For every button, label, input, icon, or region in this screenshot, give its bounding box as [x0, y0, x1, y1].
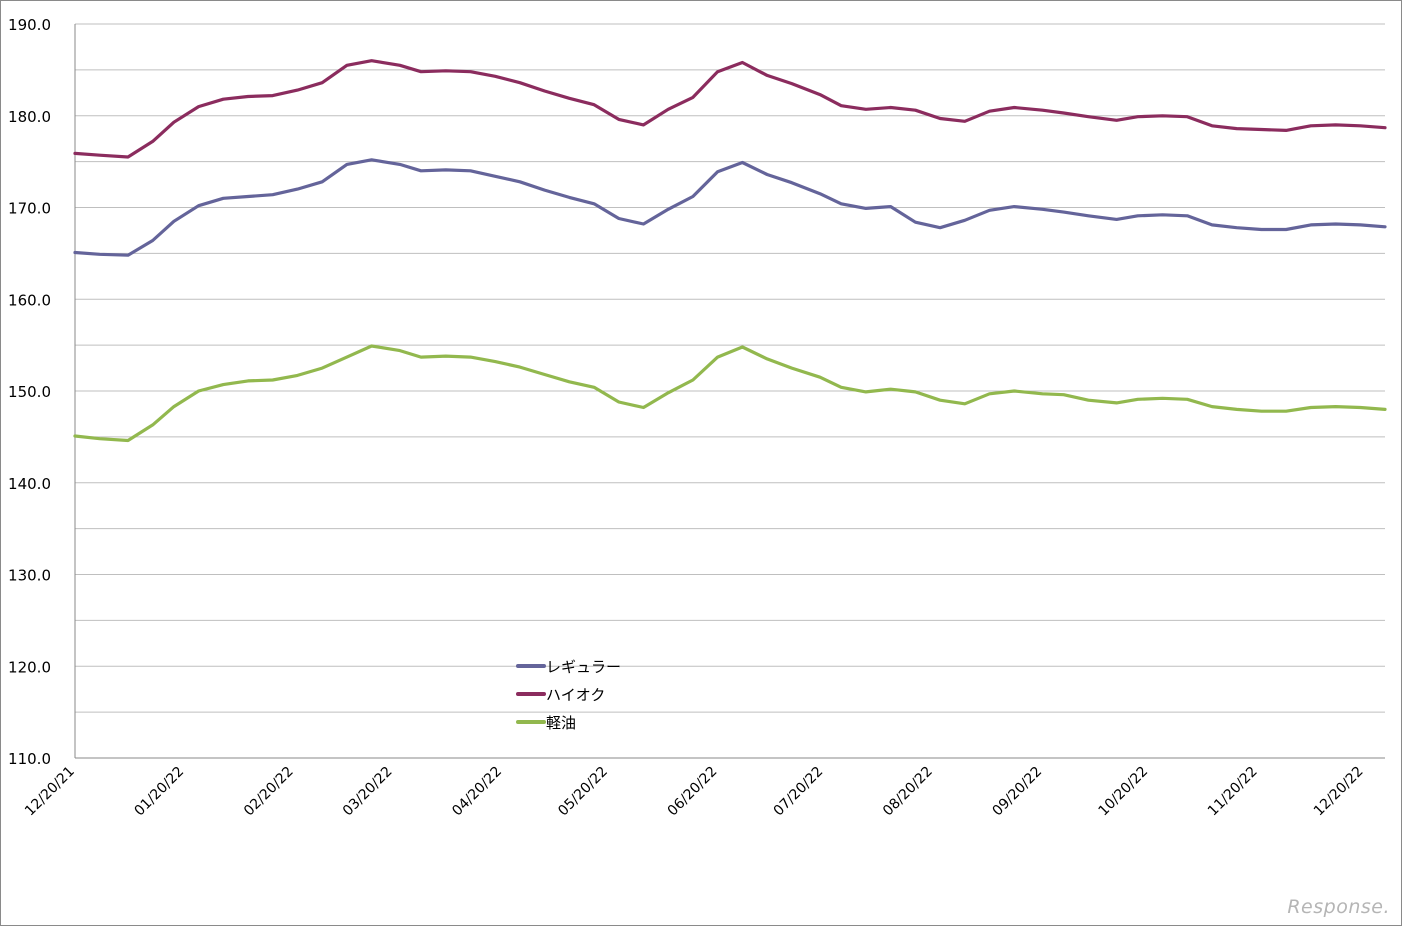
x-tick-labels: 12/20/21 01/20/22 02/20/22 03/20/22 04/20/22… — [22, 764, 1367, 820]
legend-label: レギュラー — [546, 658, 621, 676]
y-tick-label: 150.0 — [8, 383, 51, 401]
y-tick-labels: 110.0 120.0 130.0 140.0 150.0 160.0 170.0 180.0… — [8, 16, 51, 768]
legend-label: ハイオク — [546, 686, 605, 704]
x-tick-label: 11/20/22 — [1205, 764, 1261, 820]
y-tick-label: 180.0 — [8, 108, 51, 126]
y-tick-label: 190.0 — [8, 16, 51, 34]
y-tick-label: 120.0 — [8, 658, 51, 676]
legend-label: 軽油 — [546, 714, 576, 732]
y-tick-label: 130.0 — [8, 567, 51, 585]
x-tick-label: 09/20/22 — [990, 764, 1046, 820]
x-tick-label: 08/20/22 — [880, 764, 936, 820]
series-lines — [73, 59, 1387, 443]
x-tick-label: 01/20/22 — [132, 764, 188, 820]
y-tick-label: 160.0 — [8, 291, 51, 309]
x-tick-label: 12/20/22 — [1311, 764, 1367, 820]
y-tick-label: 110.0 — [8, 750, 51, 768]
x-tick-label: 03/20/22 — [340, 764, 396, 820]
grid-lines — [75, 23, 1385, 759]
series-line — [73, 344, 1387, 443]
x-tick-label: 07/20/22 — [771, 764, 827, 820]
x-tick-label: 06/20/22 — [665, 764, 721, 820]
series-line — [73, 59, 1387, 159]
x-tick-label: 10/20/22 — [1095, 764, 1151, 820]
axes — [74, 24, 1385, 759]
x-tick-label: 04/20/22 — [449, 764, 505, 820]
x-tick-label: 02/20/22 — [241, 764, 297, 820]
y-tick-label: 140.0 — [8, 475, 51, 493]
x-tick-label: 05/20/22 — [555, 764, 611, 820]
watermark-logo: Response. — [1287, 896, 1390, 918]
y-tick-label: 170.0 — [8, 200, 51, 218]
x-tick-label: 12/20/21 — [22, 764, 78, 820]
series-line — [73, 158, 1387, 257]
